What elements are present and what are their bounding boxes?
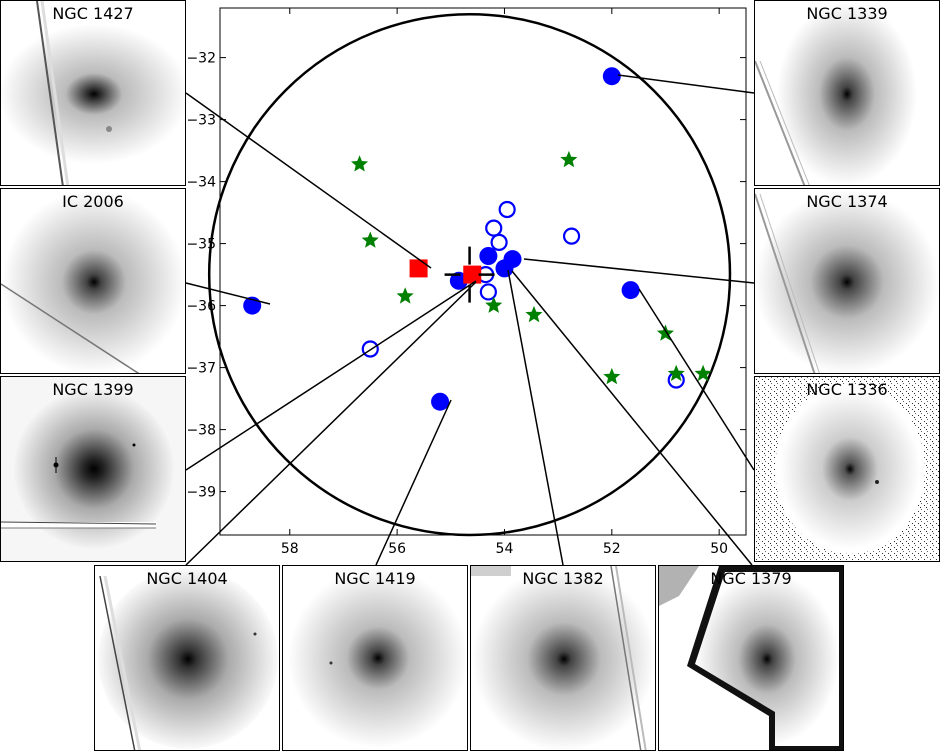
panel-label: NGC 1382 bbox=[522, 569, 604, 588]
galaxy-image bbox=[755, 2, 917, 185]
galaxy-image bbox=[1, 377, 185, 561]
y-tick-label: −32 bbox=[188, 51, 216, 67]
galaxy-point-open bbox=[490, 233, 508, 251]
galaxy-point-filled bbox=[479, 247, 498, 265]
panel-label: IC 2006 bbox=[62, 192, 124, 211]
galaxy-image bbox=[659, 566, 843, 750]
main-plot: −32−33−34−35−36−37−38−39 58 56 54 52 50 bbox=[188, 7, 747, 557]
galaxy-point-open bbox=[498, 200, 516, 219]
y-tick-label: −33 bbox=[188, 113, 216, 129]
y-tick-label: −34 bbox=[188, 175, 216, 191]
panel-label: NGC 1374 bbox=[806, 192, 888, 211]
galaxy-point-open bbox=[562, 227, 581, 245]
panel-label: NGC 1404 bbox=[146, 569, 228, 588]
y-tick-label: −38 bbox=[188, 423, 216, 439]
x-tick-label: 58 bbox=[281, 541, 299, 557]
panel-label: NGC 1339 bbox=[806, 4, 888, 23]
galaxy-point-filled bbox=[243, 296, 262, 315]
x-tick-label: 50 bbox=[710, 541, 728, 557]
galaxy-image bbox=[98, 569, 278, 750]
galaxy-point-filled bbox=[621, 281, 640, 300]
thumbnail-ngc1427: NGC 1427 bbox=[0, 0, 186, 186]
thumbnail-ngc1379: NGC 1379 bbox=[658, 565, 844, 751]
galaxy-image bbox=[755, 190, 939, 373]
panel-label: NGC 1419 bbox=[334, 569, 416, 588]
square-point bbox=[409, 259, 428, 278]
thumbnail-ngc1336: NGC 1336 bbox=[754, 376, 940, 562]
galaxy-image bbox=[755, 377, 939, 561]
x-tick-label: 54 bbox=[496, 541, 514, 557]
star-point bbox=[485, 296, 503, 313]
y-tick-label: −37 bbox=[188, 361, 216, 377]
galaxy-point-filled bbox=[602, 67, 621, 86]
x-tick-label: 56 bbox=[388, 541, 406, 557]
thumbnail-ngc1404: NGC 1404 bbox=[94, 565, 280, 751]
galaxy-point-open bbox=[479, 283, 497, 301]
thumbnail-ngc1339: NGC 1339 bbox=[754, 0, 940, 186]
star-point bbox=[560, 150, 578, 168]
galaxy-image bbox=[288, 568, 467, 748]
galaxy-image bbox=[471, 566, 655, 750]
panel-label: NGC 1336 bbox=[806, 380, 888, 399]
x-tick-label: 52 bbox=[603, 541, 621, 557]
galaxy-image bbox=[1, 190, 185, 373]
panel-label: NGC 1399 bbox=[52, 380, 134, 399]
thumbnail-ic2006: IC 2006 bbox=[0, 188, 186, 374]
thumbnail-ngc1419: NGC 1419 bbox=[282, 565, 468, 751]
galaxy-point-filled bbox=[495, 259, 514, 278]
panel-label: NGC 1379 bbox=[710, 569, 792, 588]
galaxy-image bbox=[1, 1, 185, 185]
galaxy-point-open bbox=[361, 340, 379, 358]
thumbnail-ngc1374: NGC 1374 bbox=[754, 188, 940, 374]
galaxy-point-filled bbox=[431, 392, 450, 411]
y-tick-label: −39 bbox=[188, 485, 216, 501]
thumbnail-ngc1382: NGC 1382 bbox=[470, 565, 656, 751]
panel-label: NGC 1427 bbox=[52, 4, 134, 23]
thumbnail-ngc1399: NGC 1399 bbox=[0, 376, 186, 562]
galaxy-point-open bbox=[485, 219, 503, 237]
square-point bbox=[463, 265, 482, 284]
